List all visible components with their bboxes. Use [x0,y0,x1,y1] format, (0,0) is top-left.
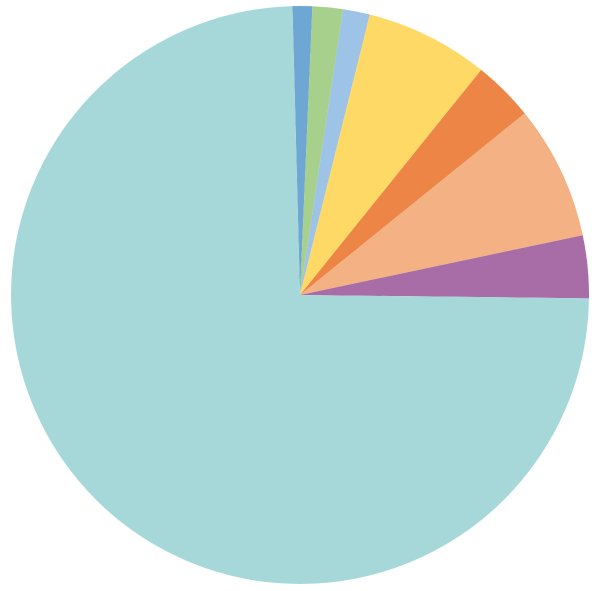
pie-slice-7 [300,235,589,299]
pie-slice-5 [300,69,525,295]
pie-slice-4 [300,14,482,296]
pie-slices [10,6,589,585]
pie-slice-3 [300,9,370,295]
pie-slice-8 [10,6,589,585]
pie-slice-2 [300,6,344,296]
pie-slice-1 [292,6,313,295]
pie-slice-6 [300,113,583,295]
